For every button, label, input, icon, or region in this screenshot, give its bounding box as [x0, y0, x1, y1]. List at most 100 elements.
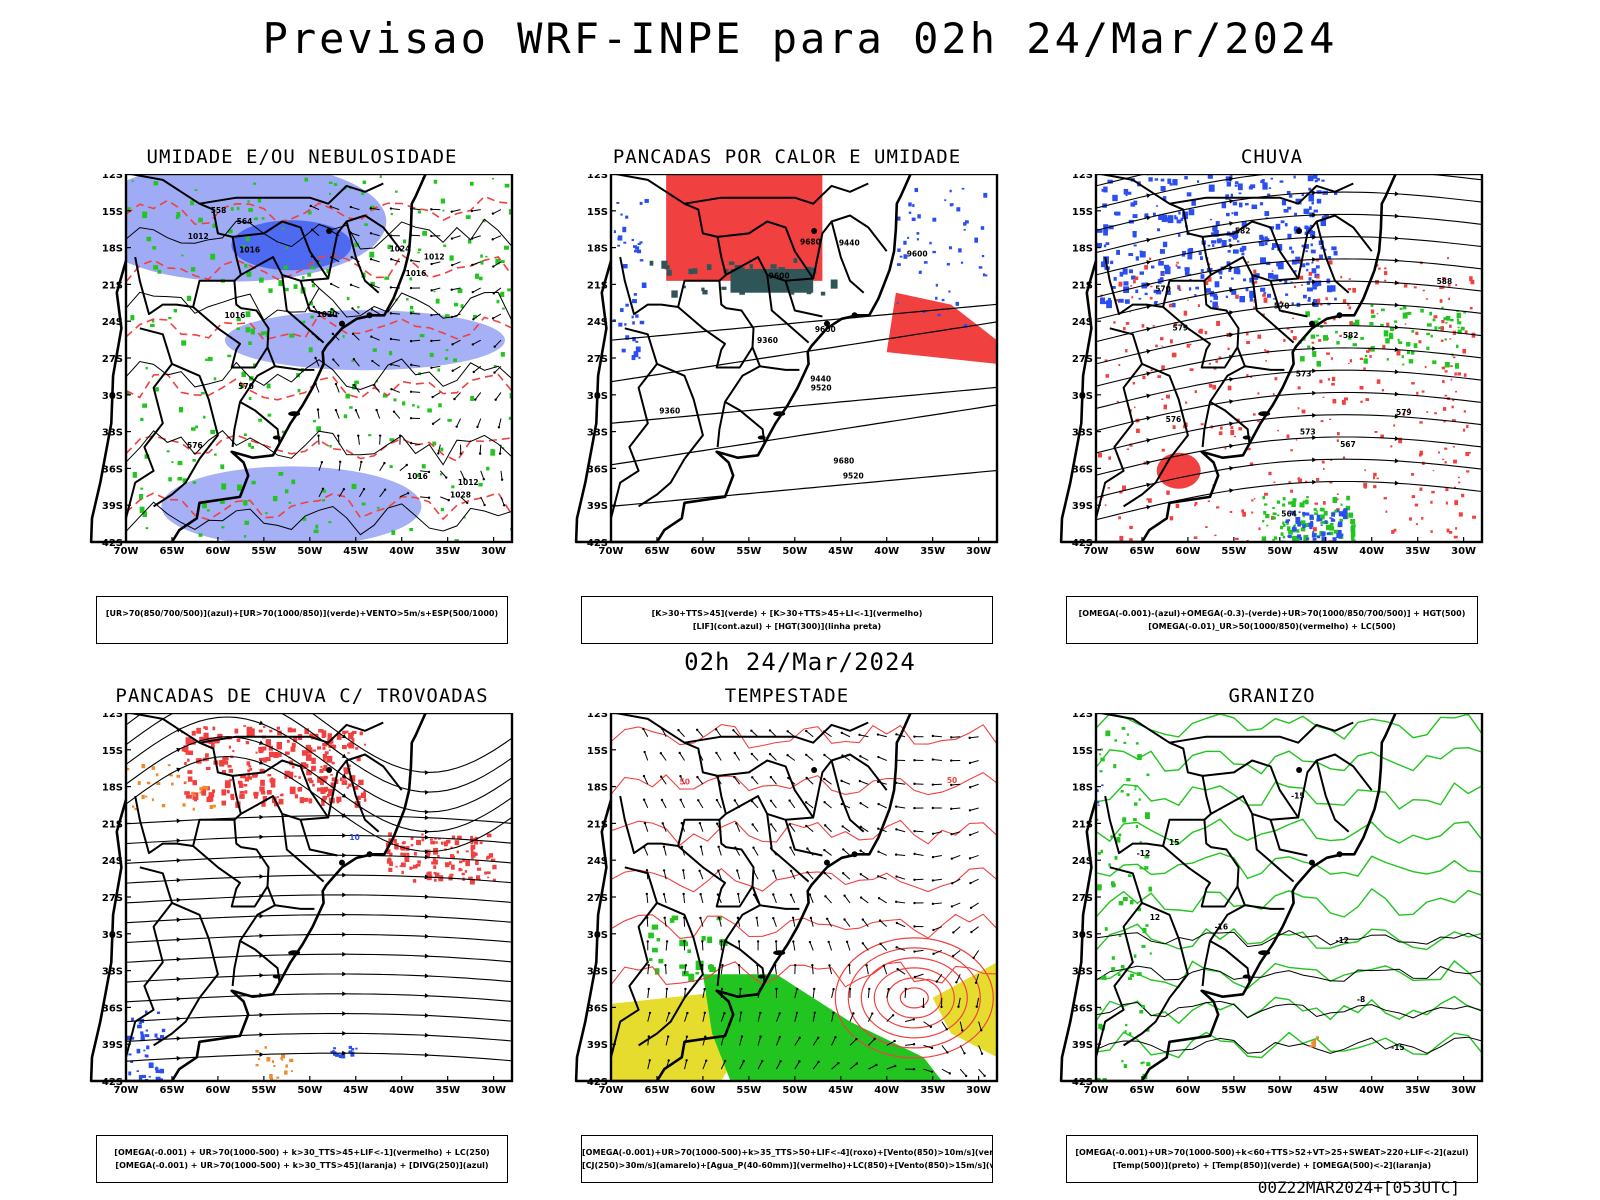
- thickness-contour: [126, 253, 512, 283]
- rain-area: [1452, 446, 1455, 448]
- wind-vector: [697, 800, 704, 809]
- instability-area-k: [753, 276, 759, 285]
- wind-vector: [790, 847, 796, 856]
- omega-area: [1226, 212, 1230, 217]
- thunderstorm-area: [294, 775, 297, 778]
- omega-area: [1259, 202, 1264, 206]
- lat-label: 12S: [1072, 174, 1093, 181]
- contour-label: 573: [1296, 370, 1312, 379]
- flow-arrow: [176, 957, 182, 962]
- thunderstorm-area: [318, 729, 324, 733]
- omega-area: [1242, 278, 1247, 282]
- humidity-low-contour: [382, 394, 388, 398]
- lat-label: 15S: [587, 746, 608, 757]
- humidity-low-contour: [486, 466, 490, 471]
- thunderstorm-area: [243, 725, 247, 727]
- thunderstorm-area: [401, 841, 405, 845]
- omega-area: [1232, 234, 1238, 240]
- rain-area: [1348, 278, 1351, 280]
- humidity-low-contour: [241, 371, 246, 378]
- thunderstorm-area: [328, 749, 331, 752]
- lon-label: 70W: [599, 1085, 624, 1096]
- rain-area: [1169, 516, 1174, 521]
- wind-vector-head: [878, 919, 882, 922]
- temp-850-contour: [1144, 866, 1149, 870]
- omega-area: [1219, 276, 1222, 279]
- wind-vector: [896, 946, 906, 951]
- rain-area: [1149, 296, 1153, 300]
- omega-area: [1155, 290, 1162, 295]
- wind-vector-head: [646, 940, 649, 943]
- wind-vector-head: [950, 783, 953, 787]
- rain-area: [1439, 285, 1443, 290]
- instability-area-k: [649, 260, 654, 266]
- rain-area: [1336, 493, 1339, 496]
- wind-vector: [790, 894, 796, 904]
- humidity-low-contour: [181, 254, 184, 257]
- panel-title: GRANIZO: [1228, 685, 1316, 707]
- wind-vector: [959, 1021, 963, 1031]
- omega-area: [1309, 206, 1312, 210]
- divergence-area: [154, 1033, 158, 1038]
- rain-area: [1107, 487, 1111, 489]
- thunderstorm-area: [323, 775, 328, 780]
- wind-vector: [701, 941, 704, 951]
- thunderstorm-area: [336, 796, 342, 802]
- streamline: [126, 713, 512, 793]
- thunderstorm-area: [260, 790, 266, 795]
- rain-area: [1208, 383, 1213, 388]
- wind-vector-head: [720, 987, 724, 991]
- wind-vector: [844, 919, 851, 927]
- border-line: [1169, 721, 1354, 744]
- thunderstorm-area: [227, 791, 230, 794]
- wind-vector-head: [665, 940, 669, 943]
- wind-vector: [824, 872, 832, 880]
- wind-vector: [720, 965, 723, 975]
- humidity-low-contour: [198, 217, 203, 223]
- contour-label: 558: [211, 206, 227, 215]
- omega-area: [1288, 535, 1292, 539]
- omega-strong-area: [1334, 509, 1339, 513]
- humidity-low-contour: [220, 464, 225, 470]
- border-line: [232, 220, 330, 280]
- temp-850-contour: [1126, 778, 1131, 782]
- wind-850-area: [684, 941, 689, 947]
- omega-area: [1308, 187, 1312, 191]
- humidity-low-contour: [313, 529, 319, 534]
- omega-area: [1277, 244, 1283, 251]
- flow-arrow: [424, 914, 430, 919]
- wind-vector-head: [950, 759, 953, 762]
- wind-vector: [941, 1021, 948, 1030]
- divergence-area: [348, 1050, 353, 1054]
- thickness-contour: [126, 313, 512, 341]
- rain-area: [1147, 498, 1152, 503]
- rain-area: [1339, 334, 1342, 338]
- wind-vector: [844, 895, 851, 904]
- instability-area-k: [706, 264, 712, 271]
- wind-vector-head: [859, 802, 862, 805]
- thunderstorm-area: [363, 790, 366, 793]
- wind-850-area: [654, 968, 660, 975]
- thunderstorm-area: [449, 873, 453, 876]
- lif-contour: [908, 202, 912, 207]
- omega-area: [1159, 277, 1164, 283]
- humidity-low-contour: [144, 454, 150, 459]
- omega-500-area: [1312, 1039, 1317, 1045]
- wind-vector: [914, 853, 924, 856]
- wind-vector: [896, 806, 906, 809]
- rain-area: [1348, 362, 1350, 365]
- divergence-area: [148, 1062, 154, 1069]
- lat-label: 27S: [1072, 354, 1093, 365]
- omega-strong-area: [1347, 336, 1351, 339]
- omega-500-area: [1312, 1044, 1316, 1048]
- wind-vector-head: [950, 736, 953, 739]
- wind-vector-head: [812, 987, 816, 991]
- rain-area: [1247, 447, 1251, 451]
- lon-label: 55W: [1221, 1085, 1246, 1096]
- flow-arrow: [1394, 302, 1400, 308]
- wind-vector-head: [932, 952, 935, 956]
- flow-arrow: [259, 1032, 264, 1038]
- thunderstorm-area: [450, 854, 455, 858]
- temp-850-contour: [1096, 852, 1482, 880]
- thunderstorm-area: [237, 780, 243, 785]
